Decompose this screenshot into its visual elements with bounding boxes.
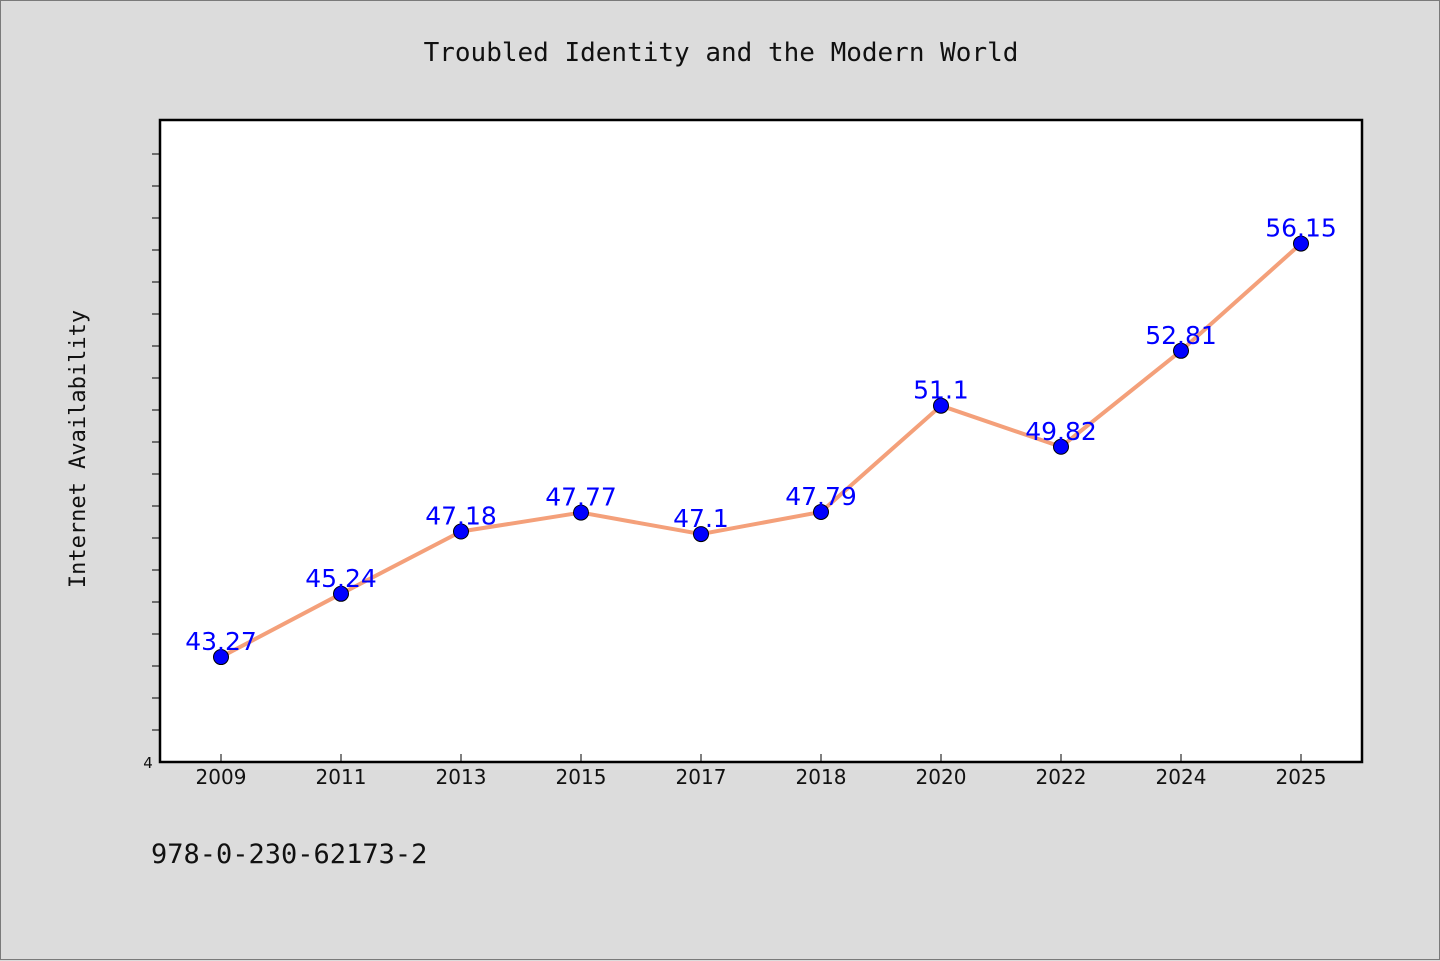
data-label: 47.1 bbox=[673, 504, 729, 533]
x-tick-label: 2024 bbox=[1156, 765, 1207, 789]
x-tick-label: 2018 bbox=[796, 765, 847, 789]
x-axis-tick-labels: 2009 2011 2013 2015 2017 2018 2020 2022 2024 2025 bbox=[196, 765, 1327, 789]
x-tick-label: 2017 bbox=[676, 765, 727, 789]
y-tick-label: 4 bbox=[143, 754, 153, 772]
data-point bbox=[813, 503, 829, 520]
data-labels: 43.27 45.24 47.18 47.77 47.1 47.79 51.1 49.82 52… bbox=[185, 214, 1337, 656]
x-tick-label: 2013 bbox=[436, 765, 487, 789]
data-label: 52.81 bbox=[1145, 321, 1217, 350]
plot-area bbox=[158, 118, 1364, 764]
data-label: 47.77 bbox=[545, 483, 617, 512]
x-tick-label: 2009 bbox=[196, 765, 247, 789]
data-point bbox=[693, 526, 709, 543]
data-label: 47.18 bbox=[425, 502, 497, 531]
data-point bbox=[1293, 235, 1309, 252]
data-point bbox=[933, 397, 949, 414]
data-label: 51.1 bbox=[913, 376, 969, 405]
series-line bbox=[219, 241, 1303, 660]
chart-title: Troubled Identity and the Modern World bbox=[424, 38, 1019, 68]
x-tick-label: 2015 bbox=[556, 765, 607, 789]
y-axis-label: Internet Availability bbox=[66, 310, 91, 588]
x-tick-label: 2011 bbox=[316, 765, 367, 789]
x-tick-label: 2022 bbox=[1036, 765, 1087, 789]
x-axis-ticks bbox=[220, 754, 1302, 762]
data-label: 43.27 bbox=[185, 627, 257, 656]
data-label: 47.79 bbox=[785, 482, 857, 511]
isbn-footer: 978-0-230-62173-2 bbox=[151, 839, 427, 870]
data-point bbox=[453, 523, 469, 540]
data-label: 49.82 bbox=[1025, 417, 1097, 446]
data-point bbox=[333, 585, 349, 602]
data-label: 56.15 bbox=[1265, 214, 1337, 243]
x-tick-label: 2020 bbox=[916, 765, 967, 789]
data-point bbox=[573, 504, 589, 521]
data-point bbox=[1053, 438, 1069, 455]
x-tick-label: 2025 bbox=[1276, 765, 1327, 789]
y-axis-ticks bbox=[152, 153, 160, 731]
data-point bbox=[213, 649, 229, 666]
data-label: 45.24 bbox=[305, 564, 377, 593]
data-point bbox=[1173, 342, 1189, 359]
data-markers bbox=[213, 235, 1309, 666]
